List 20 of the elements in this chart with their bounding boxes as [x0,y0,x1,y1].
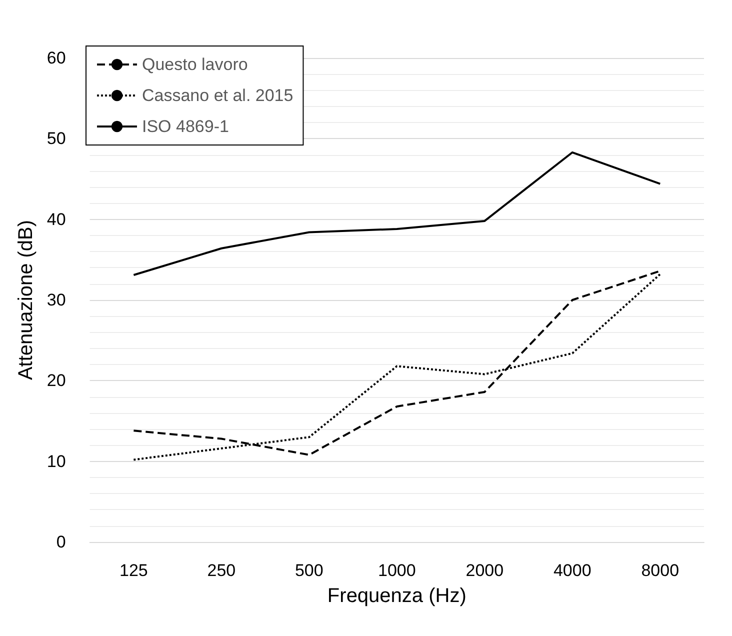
legend-label: Cassano et al. 2015 [142,86,294,105]
legend-label: Questo lavoro [142,55,248,74]
x-tick-label: 4000 [553,561,592,580]
line-series [132,151,662,276]
x-axis-title: Frequenza (Hz) [327,585,466,607]
y-tick-label: 10 [46,452,66,471]
x-tick-label: 2000 [466,561,504,580]
y-tick-label: 0 [56,532,66,552]
x-tick-label: 1000 [378,561,416,580]
legend-label: ISO 4869-1 [142,117,229,136]
x-tick-label: 500 [294,561,324,580]
y-tick-label: 40 [46,210,66,229]
y-tick-label: 60 [46,48,66,68]
y-tick-label: 30 [46,290,66,310]
x-tick-label: 8000 [641,561,680,580]
x-tick-label: 250 [207,561,236,580]
y-tick-label: 50 [46,129,66,148]
y-tick-label: 20 [46,371,66,390]
x-tick-label: 125 [119,561,148,580]
y-axis-title: Attenuazione (dB) [15,220,37,380]
